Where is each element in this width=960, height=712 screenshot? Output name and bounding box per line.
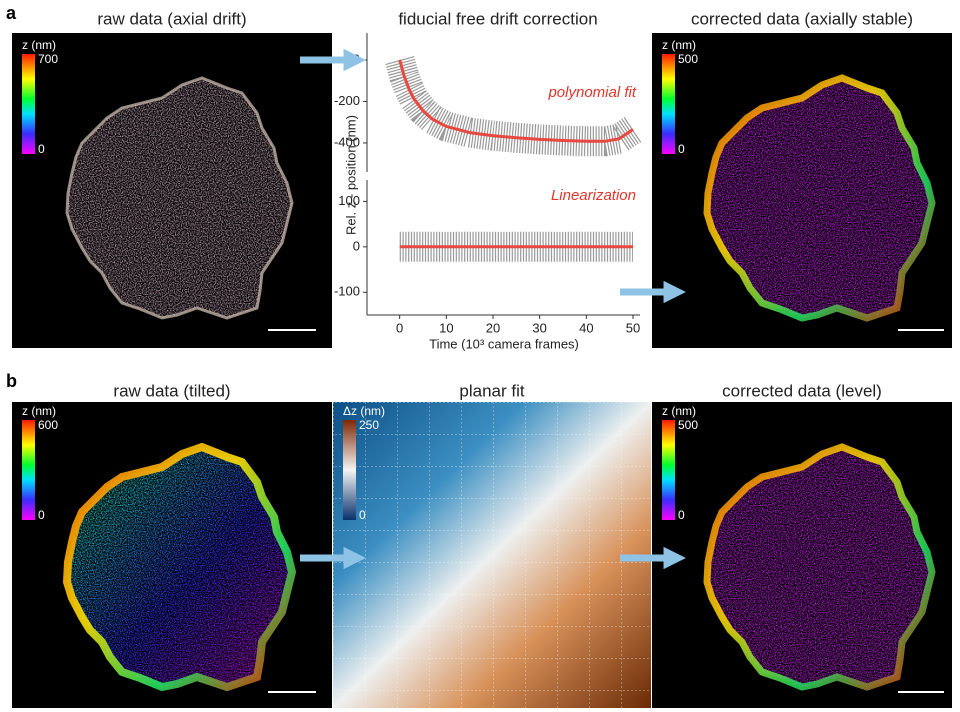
colorbar xyxy=(22,420,35,520)
colorbar-min: 0 xyxy=(678,508,685,522)
panel-title: raw data (tilted) xyxy=(113,381,230,400)
chart: Rel. z - position (nm) Time (10³ camera … xyxy=(334,33,642,351)
annotation: Linearization xyxy=(551,187,636,204)
x-tick-label: 10 xyxy=(439,320,453,335)
colorbar-min: 0 xyxy=(38,142,45,156)
colorbar-max: 500 xyxy=(678,52,698,66)
colorbar-max: 500 xyxy=(678,418,698,432)
colorbar-min: 0 xyxy=(678,142,685,156)
x-tick-label: 20 xyxy=(486,320,500,335)
panel-title: corrected data (level) xyxy=(722,381,882,400)
microscopy-image xyxy=(652,33,952,348)
x-tick-label: 40 xyxy=(579,320,593,335)
colorbar xyxy=(343,420,356,520)
y-tick-label: 0 xyxy=(353,238,360,253)
panel-title: fiducial free drift correction xyxy=(398,9,597,28)
colorbar-label: z (nm) xyxy=(22,404,56,418)
fit-line xyxy=(398,59,634,143)
colorbar-max: 700 xyxy=(38,52,58,66)
colorbar-label: z (nm) xyxy=(662,404,696,418)
x-axis-label: Time (10³ camera frames) xyxy=(429,336,579,351)
colorbar-label: z (nm) xyxy=(22,38,56,52)
arrows xyxy=(300,48,686,570)
microscopy-image xyxy=(12,402,332,708)
planar-fit-image xyxy=(333,402,651,708)
y-tick-label: -400 xyxy=(334,134,360,149)
x-tick-label: 50 xyxy=(626,320,640,335)
panel-label: b xyxy=(6,371,17,391)
y-tick-label: 0 xyxy=(353,51,360,66)
y-tick-label: 100 xyxy=(338,193,360,208)
colorbar xyxy=(662,54,675,154)
annotation: polynomial fit xyxy=(547,84,636,101)
colorbar-max: 250 xyxy=(359,418,379,432)
colorbar-min: 0 xyxy=(38,508,45,522)
colorbar xyxy=(22,54,35,154)
microscopy-image xyxy=(12,33,332,348)
y-axis-label: Rel. z - position (nm) xyxy=(343,115,358,235)
y-tick-label: -200 xyxy=(334,93,360,108)
x-tick-label: 0 xyxy=(396,320,403,335)
colorbar-min: 0 xyxy=(359,508,366,522)
y-tick-label: -100 xyxy=(334,284,360,299)
colorbar-max: 600 xyxy=(38,418,58,432)
colorbar-label: z (nm) xyxy=(662,38,696,52)
x-tick-label: 30 xyxy=(532,320,546,335)
panel-label: a xyxy=(6,3,17,23)
microscopy-image xyxy=(652,402,952,708)
panel-title: raw data (axial drift) xyxy=(97,9,246,28)
panel-title: planar fit xyxy=(459,381,524,400)
colorbar-label: Δz (nm) xyxy=(343,404,385,418)
colorbar xyxy=(662,420,675,520)
panel-title: corrected data (axially stable) xyxy=(691,9,913,28)
